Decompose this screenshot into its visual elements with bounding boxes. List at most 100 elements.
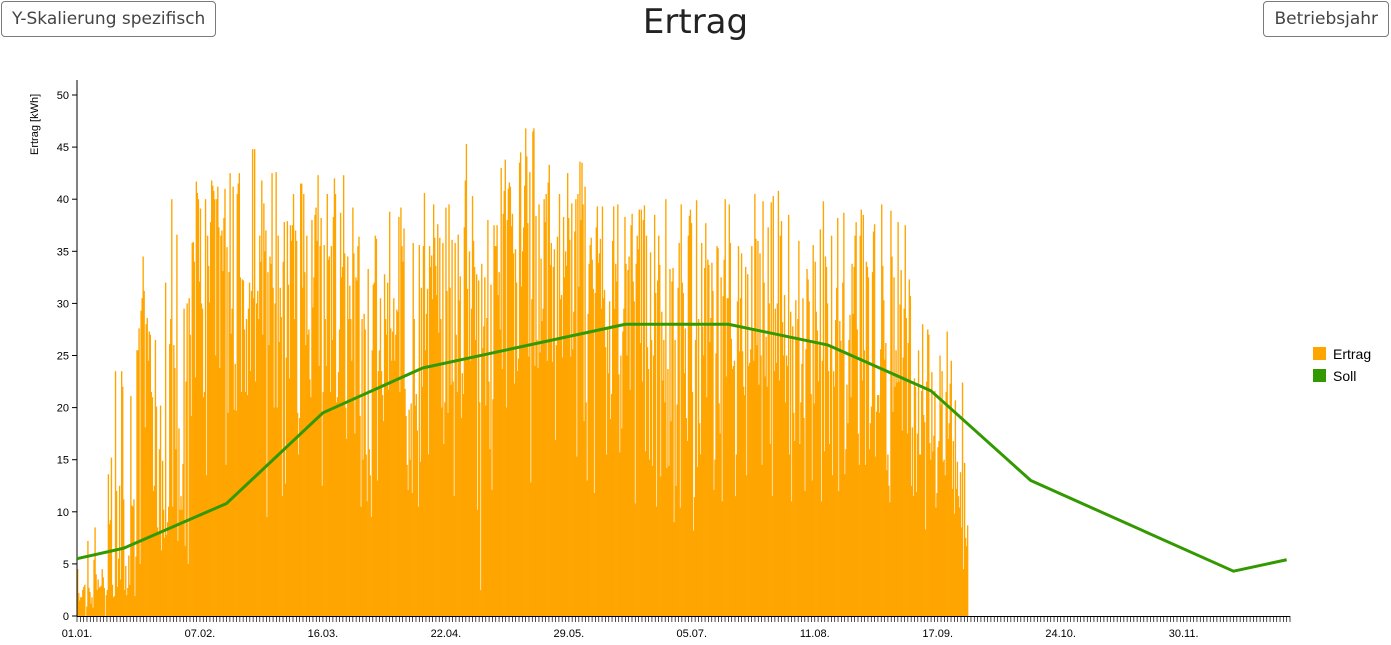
ertrag-bar [947,438,949,616]
x-tick-label: 16.03. [308,628,339,640]
ertrag-bar [535,215,537,616]
ertrag-bar [796,336,798,616]
ertrag-bar [658,235,660,617]
ertrag-bar [262,334,264,616]
y-tick-label: 0 [63,611,69,623]
ertrag-bar [880,349,882,616]
ertrag-bar [298,418,301,616]
ertrag-bar [618,374,620,616]
ertrag-bar [595,227,598,616]
ertrag-bar [852,313,854,616]
ertrag-bar [232,186,234,616]
ertrag-bar [385,334,388,616]
ertrag-bar [582,204,584,616]
ertrag-bar [138,328,140,616]
ertrag-bar [163,537,166,616]
ertrag-bar [862,214,864,616]
ertrag-bar [835,320,837,616]
ertrag-bar [157,532,160,616]
ertrag-bar [616,281,618,616]
ertrag-bar [817,381,819,616]
ertrag-bar [907,343,910,616]
ertrag-bar [708,264,710,616]
ertrag-bar [926,381,928,616]
ertrag-bar [833,386,836,616]
ertrag-bar [445,207,447,617]
ertrag-bar [98,587,100,616]
ertrag-bar [378,350,381,616]
ertrag-bar [602,298,605,616]
ertrag-bar [202,397,205,616]
ertrag-bar [203,391,206,616]
operating-year-button[interactable]: Betriebsjahr [1263,1,1389,37]
ertrag-bar [748,365,750,616]
ertrag-bar [912,496,915,616]
ertrag-bar [235,410,237,616]
ertrag-bar [134,596,136,616]
ertrag-bar [716,246,718,616]
ertrag-bar [402,261,404,616]
ertrag-bar [523,227,525,616]
ertrag-bar [215,355,217,616]
ertrag-bar [213,190,215,617]
ertrag-bar [509,186,512,616]
ertrag-bar [253,149,256,616]
ertrag-bar [352,207,354,617]
ertrag-bar [241,279,244,616]
ertrag-bar [327,259,329,616]
y-scaling-button[interactable]: Y-Skalierung spezifisch [1,1,217,37]
ertrag-bar [953,513,956,616]
ertrag-bar [502,213,504,617]
ertrag-bar [367,269,369,616]
ertrag-bar [146,317,148,616]
ertrag-bar [429,266,432,616]
ertrag-bar [756,345,758,616]
ertrag-bar [954,400,957,616]
ertrag-bar [620,355,622,616]
ertrag-bar [369,475,371,616]
ertrag-bar [550,242,552,616]
x-tick-label: 17.09. [922,628,953,640]
ertrag-bar [176,234,178,616]
legend[interactable]: Ertrag Soll [1313,346,1371,384]
ertrag-bar [169,344,171,616]
ertrag-bar [186,303,188,616]
ertrag-bar [234,363,236,616]
ertrag-bar [608,301,611,616]
ertrag-bar [194,377,197,616]
ertrag-bar [961,382,964,616]
ertrag-bar [621,428,623,616]
ertrag-bar [764,376,766,616]
ertrag-bar [350,319,352,616]
ertrag-bar [847,423,849,616]
ertrag-bar [861,380,863,616]
ertrag-bar [538,204,540,616]
ertrag-bar [362,459,364,616]
ertrag-bar [79,600,81,616]
ertrag-bar [629,389,631,616]
ertrag-bar [345,407,347,616]
ertrag-bar [728,204,730,616]
ertrag-bar [86,606,88,616]
ertrag-bar [223,217,225,616]
ertrag-bar [87,540,89,616]
ertrag-bar [353,253,355,616]
ertrag-bar [931,372,933,616]
ertrag-bar [855,222,857,616]
ertrag-bar [749,362,751,616]
ertrag-bar [289,225,292,616]
ertrag-bar [546,360,548,616]
ertrag-bar [678,242,680,616]
ertrag-bar [849,314,851,616]
ertrag-bar [398,216,400,616]
ertrag-bar [806,269,808,616]
ertrag-bar [552,266,555,616]
ertrag-bar [763,282,765,616]
y-tick-label: 10 [57,507,69,519]
ertrag-bar [486,317,488,616]
ertrag-bar [220,235,222,617]
ertrag-bar [704,267,706,616]
ertrag-bar [883,300,885,616]
ertrag-bar [712,290,714,616]
ertrag-bar [171,199,173,616]
